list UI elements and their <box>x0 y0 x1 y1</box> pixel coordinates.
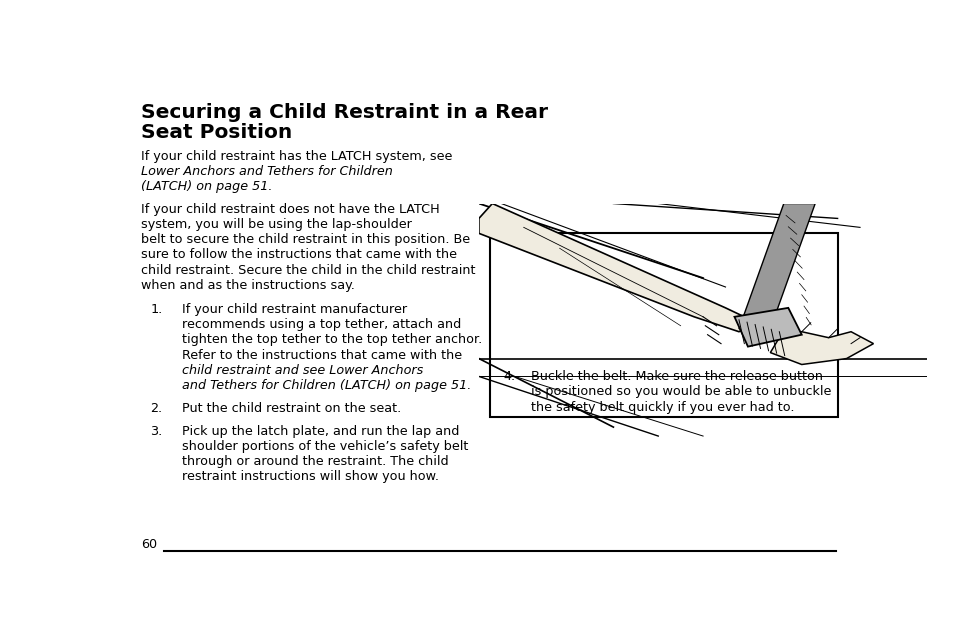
Text: Seat Position: Seat Position <box>141 123 293 142</box>
Text: If your child restraint does not have the LATCH: If your child restraint does not have th… <box>141 203 439 216</box>
Text: If your child restraint has the LATCH system, see: If your child restraint has the LATCH sy… <box>141 150 453 163</box>
Text: Buckle the belt. Make sure the release button: Buckle the belt. Make sure the release b… <box>531 370 822 383</box>
Polygon shape <box>734 308 801 347</box>
Text: 3.: 3. <box>151 425 162 438</box>
Text: recommends using a top tether, attach and: recommends using a top tether, attach an… <box>182 318 461 331</box>
Polygon shape <box>478 204 756 332</box>
Text: Securing a Child Restraint in a Rear: Securing a Child Restraint in a Rear <box>141 103 548 122</box>
Polygon shape <box>739 204 814 329</box>
Text: If your child restraint manufacturer: If your child restraint manufacturer <box>182 303 407 316</box>
Text: (LATCH) on page 51.: (LATCH) on page 51. <box>141 180 273 193</box>
Text: is positioned so you would be able to unbuckle: is positioned so you would be able to un… <box>531 385 831 398</box>
Text: Refer to the instructions that came with the: Refer to the instructions that came with… <box>182 349 462 362</box>
Text: system, you will be using the lap-shoulder: system, you will be using the lap-should… <box>141 218 412 231</box>
Text: sure to follow the instructions that came with the: sure to follow the instructions that cam… <box>141 249 456 261</box>
Text: tighten the top tether to the top tether anchor.: tighten the top tether to the top tether… <box>182 333 482 347</box>
Text: 2.: 2. <box>151 402 162 415</box>
Text: and Tethers for Children (LATCH) on page 51.: and Tethers for Children (LATCH) on page… <box>182 379 471 392</box>
Text: 1.: 1. <box>151 303 162 316</box>
Text: belt to secure the child restraint in this position. Be: belt to secure the child restraint in th… <box>141 233 470 246</box>
Text: child restraint. Secure the child in the child restraint: child restraint. Secure the child in the… <box>141 264 476 277</box>
Text: restraint instructions will show you how.: restraint instructions will show you how… <box>182 470 438 483</box>
Text: 4.: 4. <box>503 370 516 383</box>
Text: the safety belt quickly if you ever had to.: the safety belt quickly if you ever had … <box>531 401 794 413</box>
Bar <box>490 233 837 417</box>
Text: through or around the restraint. The child: through or around the restraint. The chi… <box>182 455 448 468</box>
Polygon shape <box>770 332 873 364</box>
Text: Pick up the latch plate, and run the lap and: Pick up the latch plate, and run the lap… <box>182 425 459 438</box>
Text: 60: 60 <box>141 538 157 551</box>
Text: Put the child restraint on the seat.: Put the child restraint on the seat. <box>182 402 401 415</box>
Text: child restraint and see Lower Anchors: child restraint and see Lower Anchors <box>182 364 423 377</box>
Text: shoulder portions of the vehicle’s safety belt: shoulder portions of the vehicle’s safet… <box>182 439 468 453</box>
Text: when and as the instructions say.: when and as the instructions say. <box>141 279 355 292</box>
Text: Lower Anchors and Tethers for Children: Lower Anchors and Tethers for Children <box>141 165 393 178</box>
